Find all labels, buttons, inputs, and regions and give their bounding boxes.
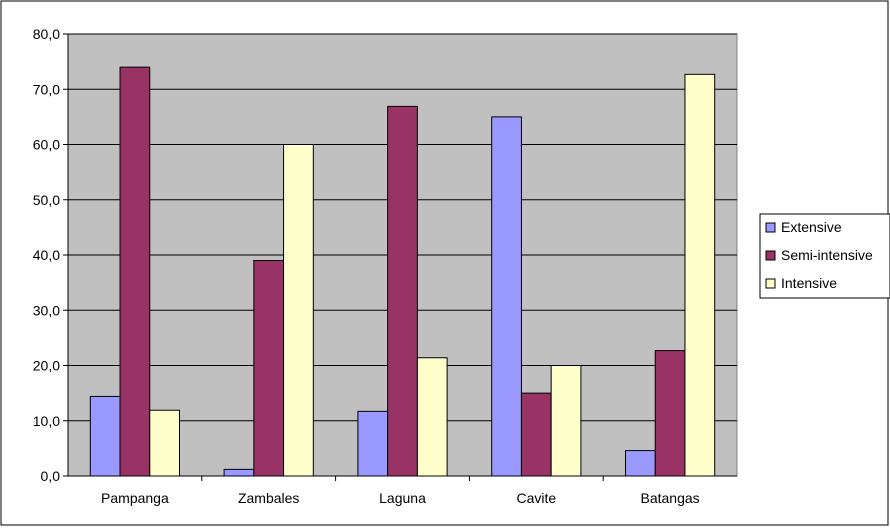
bar-semi-intensive-cavite: [520, 392, 552, 477]
bar-extensive-pampanga: [89, 395, 121, 477]
x-tick-label: Pampanga: [101, 490, 169, 506]
axes: [67, 34, 737, 481]
bar-semi-intensive-laguna: [387, 105, 418, 477]
x-tick-label: Laguna: [379, 490, 426, 506]
bar-semi-intensive-zambales: [253, 260, 285, 477]
legend-item-extensive: Extensive: [765, 219, 842, 235]
bar-intensive-laguna: [416, 357, 448, 477]
legend: Extensive Semi-intensive Intensive: [759, 213, 890, 299]
x-tick-label: Cavite: [516, 490, 556, 506]
y-tick-label: 0,0: [41, 468, 61, 484]
legend-item-semi-intensive: Semi-intensive: [765, 247, 873, 263]
y-tick-label: 80,0: [33, 26, 60, 42]
x-tick-label: Zambales: [238, 490, 299, 506]
bar-semi-intensive-pampanga: [119, 66, 151, 477]
bar-extensive-cavite: [491, 116, 522, 477]
legend-item-intensive: Intensive: [765, 275, 837, 291]
bar-extensive-zambales: [223, 468, 255, 477]
bars: [89, 66, 716, 477]
legend-swatch-intensive: [765, 278, 776, 289]
y-tick-label: 70,0: [33, 81, 60, 97]
legend-swatch-semi-intensive: [765, 250, 776, 261]
bar-intensive-cavite: [550, 365, 582, 477]
legend-label-semi-intensive: Semi-intensive: [781, 247, 873, 263]
x-axis-labels: Pampanga Zambales Laguna Cavite Batangas: [101, 490, 700, 506]
y-tick-label: 60,0: [33, 137, 60, 153]
legend-label-extensive: Extensive: [781, 219, 842, 235]
y-tick-label: 40,0: [33, 247, 60, 263]
bar-intensive-zambales: [283, 144, 314, 477]
legend-swatch-extensive: [765, 222, 776, 233]
y-tick-label: 10,0: [33, 413, 60, 429]
bar-intensive-pampanga: [149, 409, 180, 477]
y-tick-label: 50,0: [33, 192, 60, 208]
bar-semi-intensive-batangas: [654, 350, 686, 477]
bar-extensive-laguna: [357, 410, 389, 477]
bar-intensive-batangas: [684, 73, 716, 477]
y-axis-ticks: 0,0 10,0 20,0 30,0 40,0 50,0 60,0 70,0 80,0: [33, 26, 68, 484]
y-tick-label: 20,0: [33, 358, 60, 374]
legend-box: [759, 213, 890, 299]
bar-extensive-batangas: [625, 450, 656, 477]
x-tick-label: Batangas: [641, 490, 700, 506]
y-tick-label: 30,0: [33, 302, 60, 318]
legend-label-intensive: Intensive: [781, 275, 837, 291]
